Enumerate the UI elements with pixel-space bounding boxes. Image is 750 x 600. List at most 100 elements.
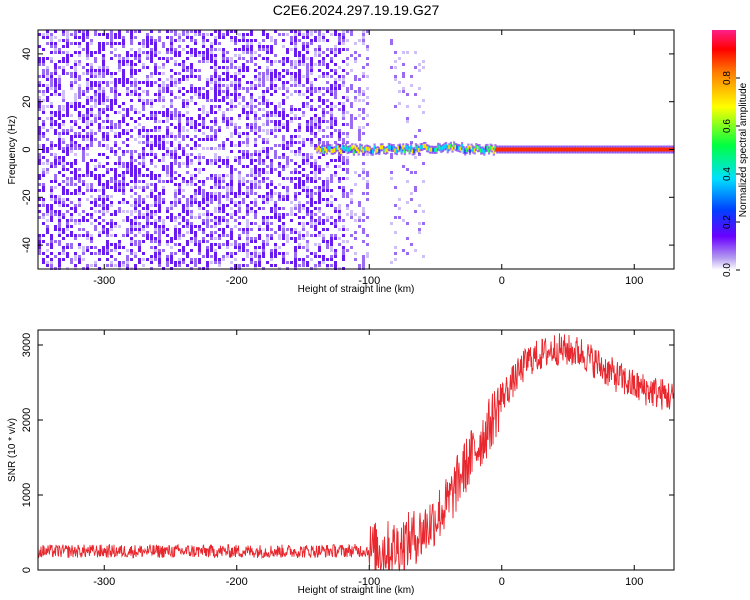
- spectrogram-cell: [326, 72, 329, 75]
- spectrogram-cell: [114, 183, 117, 186]
- spectrogram-cell: [86, 123, 89, 126]
- spectrogram-cell: [214, 75, 217, 78]
- spectrogram-cell: [210, 51, 213, 54]
- spectrogram-cell: [110, 42, 113, 45]
- spectrogram-cell: [210, 66, 213, 69]
- spectrogram-cell: [258, 102, 261, 105]
- spectrogram-cell: [122, 201, 125, 204]
- spectrogram-cell: [134, 180, 137, 183]
- spectrogram-cell: [134, 177, 137, 180]
- signal-cell: [328, 146, 332, 151]
- spectrogram-cell: [46, 42, 49, 45]
- spectrogram-cell: [178, 261, 181, 264]
- spectrogram-cell: [318, 219, 321, 222]
- spectrogram-cell: [218, 177, 221, 180]
- signal-cell: [389, 145, 392, 150]
- spectrogram-cell: [46, 105, 49, 108]
- spectrogram-cell: [66, 105, 69, 108]
- spectrogram-cell: [162, 201, 165, 204]
- spectrogram-cell: [390, 39, 393, 42]
- spectrogram-cell: [78, 201, 81, 204]
- spectrogram-cell: [206, 138, 209, 141]
- spectrogram-cell: [130, 165, 133, 168]
- spectrogram-cell: [338, 138, 341, 141]
- spectrogram-cell: [110, 228, 113, 231]
- spectrogram-cell: [86, 57, 89, 60]
- spectrogram-cell: [198, 90, 201, 93]
- spectrogram-cell: [86, 72, 89, 75]
- spectrogram-cell: [70, 216, 73, 219]
- spectrogram-cell: [102, 42, 105, 45]
- spectrogram-cell: [166, 51, 169, 54]
- spectrogram-cell: [158, 111, 161, 114]
- spectrogram-cell: [334, 141, 337, 144]
- spectrogram-cell: [74, 177, 77, 180]
- spectrogram-cell: [54, 78, 57, 81]
- spectrogram-cell: [102, 153, 105, 156]
- spectrogram-cell: [238, 72, 241, 75]
- spectrogram-cell: [266, 156, 269, 159]
- spectrogram-cell: [254, 201, 257, 204]
- spectrogram-cell: [298, 141, 301, 144]
- spectrogram-cell: [134, 225, 137, 228]
- spectrogram-cell: [154, 69, 157, 72]
- spectrogram-cell: [142, 81, 145, 84]
- spectrogram-cell: [270, 162, 273, 165]
- spectrogram-cell: [122, 81, 125, 84]
- spectrogram-cell: [262, 162, 265, 165]
- spectrogram-cell: [330, 111, 333, 114]
- spectrogram-cell: [194, 69, 197, 72]
- spectrogram-cell: [182, 147, 185, 150]
- spectrogram-cell: [310, 153, 313, 156]
- spectrogram-cell: [306, 201, 309, 204]
- spectrogram-cell: [222, 33, 225, 36]
- spectrogram-cell: [334, 219, 337, 222]
- spectrogram-cell: [270, 255, 273, 258]
- spectrogram-cell: [306, 33, 309, 36]
- spectrogram-cell: [306, 69, 309, 72]
- spectrogram-cell: [350, 213, 353, 216]
- spectrogram-cell: [362, 39, 365, 42]
- spectrogram-cell: [270, 147, 273, 150]
- spectrogram-cell: [90, 81, 93, 84]
- spectrogram-cell: [66, 198, 69, 201]
- spectrogram-cell: [118, 132, 121, 135]
- spectrogram-cell: [126, 57, 129, 60]
- spectrogram-cell: [182, 180, 185, 183]
- spectrogram-cell: [198, 216, 201, 219]
- spectrogram-cell: [38, 156, 41, 159]
- spectrogram-cell: [282, 57, 285, 60]
- spectrogram-cell: [270, 195, 273, 198]
- spectrogram-cell: [270, 171, 273, 174]
- spectrogram-x-tick-label: -100: [358, 275, 380, 287]
- spectrogram-cell: [238, 201, 241, 204]
- spectrogram-cell: [222, 147, 225, 150]
- spectrogram-cell: [98, 93, 101, 96]
- spectrogram-cell: [298, 180, 301, 183]
- spectrogram-cell: [134, 216, 137, 219]
- spectrogram-cell: [182, 153, 185, 156]
- spectrogram-cell: [206, 261, 209, 264]
- spectrogram-cell: [90, 72, 93, 75]
- spectrogram-cell: [134, 90, 137, 93]
- spectrogram-cell: [286, 177, 289, 180]
- spectrogram-cell: [286, 237, 289, 240]
- spectrogram-cell: [186, 207, 189, 210]
- spectrogram-cell: [282, 60, 285, 63]
- spectrogram-cell: [130, 135, 133, 138]
- spectrogram-cell: [50, 243, 53, 246]
- spectrogram-cell: [310, 33, 313, 36]
- spectrogram-cell: [58, 210, 61, 213]
- spectrogram-cell: [342, 84, 345, 87]
- spectrogram-cell: [178, 192, 181, 195]
- spectrogram-cell: [202, 39, 205, 42]
- spectrogram-cell: [218, 246, 221, 249]
- spectrogram-cell: [282, 69, 285, 72]
- signal-cell: [470, 145, 473, 150]
- spectrogram-cell: [46, 147, 49, 150]
- spectrogram-cell: [82, 114, 85, 117]
- spectrogram-cell: [130, 39, 133, 42]
- spectrogram-cell: [82, 258, 85, 261]
- spectrogram-cell: [334, 81, 337, 84]
